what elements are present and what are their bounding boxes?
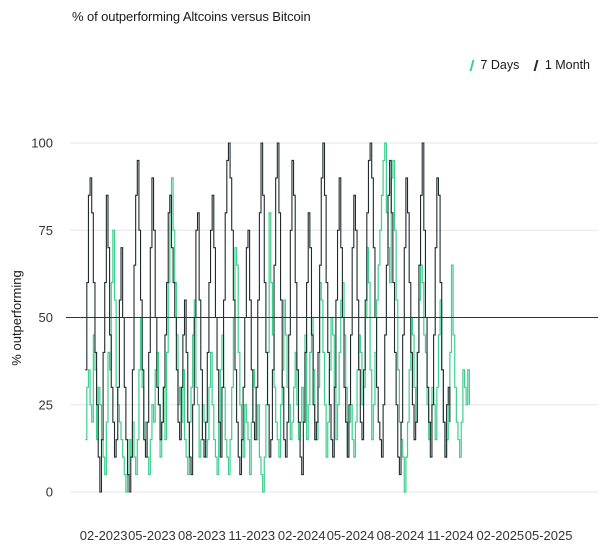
x-tick-02-2025: 02-2025 bbox=[476, 528, 524, 543]
series-lines bbox=[85, 142, 470, 493]
legend-item-7-days: 7 Days bbox=[469, 58, 520, 72]
series-line-1-month bbox=[85, 142, 451, 493]
y-axis-label: % outperforming bbox=[9, 270, 24, 365]
series-line-7-days bbox=[85, 142, 470, 493]
x-tick-labels: 02-2023 05-2023 08-2023 11-2023 02-2024 05-20… bbox=[80, 528, 573, 543]
y-tick-75: 75 bbox=[39, 223, 53, 238]
y-tick-50: 50 bbox=[39, 310, 53, 325]
x-tick-08-2024: 08-2024 bbox=[377, 528, 425, 543]
x-tick-08-2023: 08-2023 bbox=[178, 528, 226, 543]
x-tick-02-2023: 02-2023 bbox=[80, 528, 128, 543]
y-tick-25: 25 bbox=[39, 397, 53, 412]
y-tick-0: 0 bbox=[46, 485, 53, 500]
legend-label-7-days: 7 Days bbox=[480, 58, 520, 72]
y-tick-100: 100 bbox=[31, 136, 53, 151]
legend-item-1-month: 1 Month bbox=[533, 58, 590, 72]
legend: 7 Days 1 Month bbox=[455, 58, 590, 72]
x-tick-05-2024: 05-2024 bbox=[327, 528, 375, 543]
x-tick-05-2025: 05-2025 bbox=[525, 528, 573, 543]
x-tick-11-2023: 11-2023 bbox=[228, 528, 275, 543]
x-tick-11-2024: 11-2024 bbox=[427, 528, 474, 543]
x-tick-02-2024: 02-2024 bbox=[278, 528, 326, 543]
chart-title: % of outperforming Altcoins versus Bitco… bbox=[72, 9, 311, 24]
legend-label-1-month: 1 Month bbox=[544, 58, 590, 72]
x-tick-05-2023: 05-2023 bbox=[128, 528, 176, 543]
y-tick-labels: 0 25 50 75 100 bbox=[31, 136, 53, 500]
